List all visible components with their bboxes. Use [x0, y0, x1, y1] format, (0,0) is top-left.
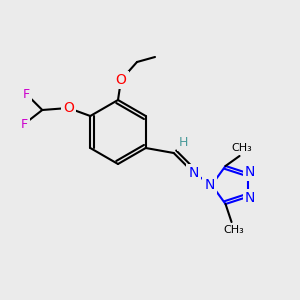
- Text: O: O: [116, 73, 126, 87]
- Text: N: N: [245, 165, 255, 179]
- Text: N: N: [245, 191, 255, 205]
- Text: N: N: [205, 178, 215, 192]
- Text: F: F: [23, 88, 30, 100]
- Text: CH₃: CH₃: [223, 225, 244, 235]
- Text: CH₃: CH₃: [231, 143, 252, 153]
- Text: N: N: [188, 166, 199, 180]
- Text: F: F: [21, 118, 28, 130]
- Text: O: O: [63, 101, 74, 115]
- Text: H: H: [179, 136, 188, 149]
